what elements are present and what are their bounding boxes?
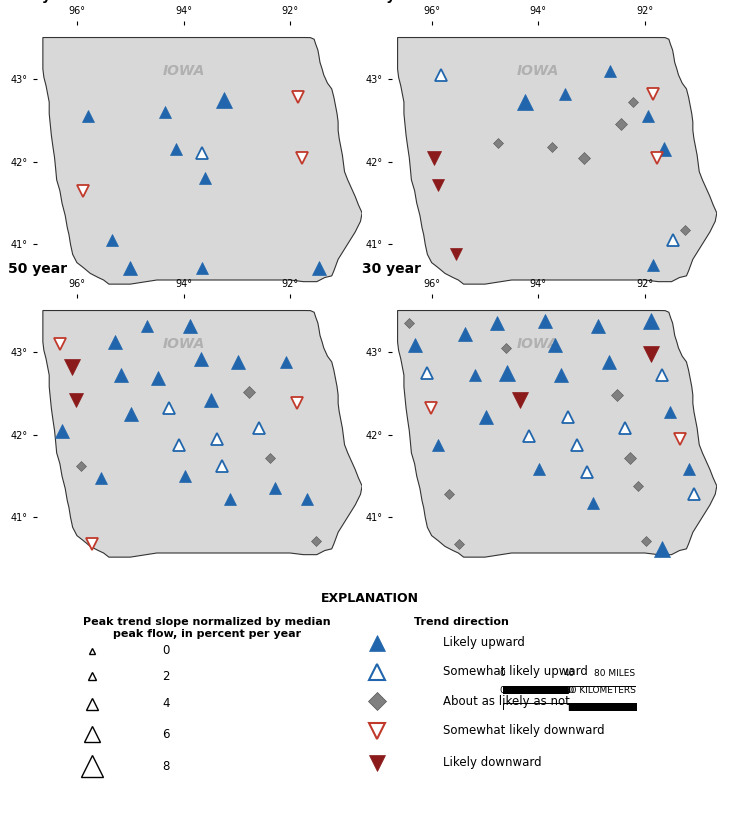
Text: 75 year: 75 year (362, 0, 421, 3)
Text: 4: 4 (163, 697, 170, 711)
Text: EXPLANATION: EXPLANATION (321, 592, 418, 605)
Text: 80 MILES: 80 MILES (594, 669, 636, 678)
Text: 8: 8 (163, 759, 170, 773)
Text: 30 year: 30 year (362, 262, 421, 276)
Text: 40: 40 (563, 669, 575, 678)
Text: Peak trend slope normalized by median
peak flow, in percent per year: Peak trend slope normalized by median pe… (83, 617, 331, 639)
Polygon shape (43, 311, 362, 557)
Text: Likely downward: Likely downward (443, 756, 542, 769)
Text: IOWA: IOWA (163, 64, 205, 77)
Text: About as likely as not: About as likely as not (443, 695, 571, 708)
Text: IOWA: IOWA (517, 64, 559, 77)
Text: 50 year: 50 year (7, 262, 67, 276)
Text: 100 year: 100 year (7, 0, 76, 3)
Text: 0: 0 (500, 669, 505, 678)
Polygon shape (43, 38, 362, 284)
Text: IOWA: IOWA (163, 337, 205, 350)
Text: Likely upward: Likely upward (443, 636, 525, 649)
Text: Trend direction: Trend direction (414, 617, 508, 627)
Text: IOWA: IOWA (517, 337, 559, 350)
Text: Somewhat likely upward: Somewhat likely upward (443, 665, 588, 679)
Text: 80 KILOMETERS: 80 KILOMETERS (565, 685, 636, 695)
Text: Somewhat likely downward: Somewhat likely downward (443, 724, 605, 738)
Text: 0: 0 (163, 644, 170, 658)
Text: 40: 40 (563, 685, 575, 695)
Text: 6: 6 (163, 727, 170, 741)
Text: 0: 0 (500, 685, 505, 695)
Polygon shape (398, 311, 717, 557)
Text: 2: 2 (163, 669, 170, 683)
Polygon shape (398, 38, 717, 284)
